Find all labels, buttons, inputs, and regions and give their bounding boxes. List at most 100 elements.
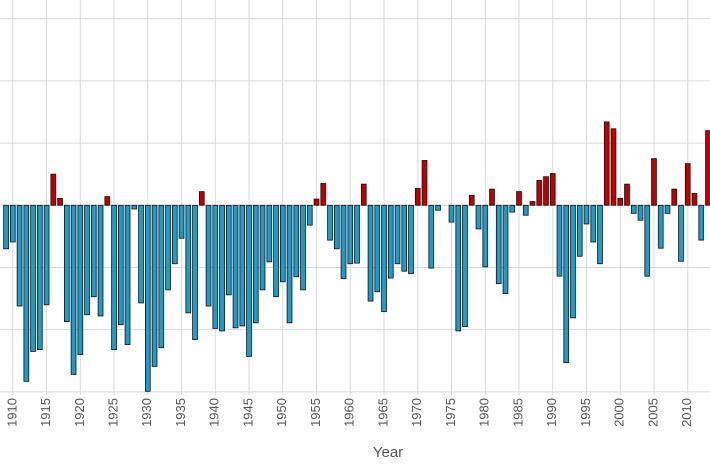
bar bbox=[131, 204, 138, 210]
bar bbox=[455, 204, 462, 332]
bars bbox=[3, 121, 710, 392]
bar bbox=[232, 204, 239, 329]
bar bbox=[475, 204, 482, 230]
x-tick-label: 1910 bbox=[4, 398, 19, 427]
x-tick-label: 1915 bbox=[38, 398, 53, 427]
bar bbox=[495, 204, 502, 285]
bar bbox=[43, 204, 50, 306]
bar bbox=[576, 204, 583, 257]
bar bbox=[367, 204, 374, 302]
bar bbox=[394, 204, 401, 265]
bar bbox=[536, 179, 543, 206]
x-axis-label: Year bbox=[373, 444, 403, 461]
bar bbox=[671, 188, 678, 206]
bar bbox=[590, 204, 597, 243]
bar bbox=[502, 204, 509, 295]
bar bbox=[428, 204, 435, 269]
x-tick-label: 1985 bbox=[510, 398, 525, 427]
x-tick-label: 1950 bbox=[274, 398, 289, 427]
x-tick-label: 1995 bbox=[578, 398, 593, 427]
bar bbox=[185, 204, 192, 314]
x-tick-label: 2000 bbox=[612, 398, 627, 427]
bar bbox=[516, 191, 522, 206]
bar bbox=[30, 204, 36, 352]
bar bbox=[300, 204, 306, 291]
bar bbox=[124, 204, 131, 346]
bar bbox=[563, 204, 570, 364]
bar bbox=[644, 204, 651, 277]
bar bbox=[610, 128, 617, 206]
x-tick-label: 1940 bbox=[207, 398, 222, 427]
bar bbox=[23, 204, 30, 382]
bar bbox=[435, 204, 441, 211]
bar bbox=[340, 204, 347, 280]
bar bbox=[556, 204, 563, 277]
bar bbox=[225, 204, 232, 296]
bar bbox=[239, 204, 246, 327]
bar bbox=[705, 130, 710, 206]
bar bbox=[293, 204, 300, 278]
bar bbox=[77, 204, 84, 355]
bar bbox=[360, 183, 367, 206]
bar bbox=[624, 183, 630, 206]
bar bbox=[212, 204, 219, 329]
x-tick-label: 2005 bbox=[645, 398, 660, 427]
bar bbox=[320, 183, 327, 206]
bar bbox=[252, 204, 259, 324]
x-tick-label: 1935 bbox=[173, 398, 188, 427]
bar bbox=[570, 204, 576, 319]
bar bbox=[104, 196, 111, 206]
bar bbox=[651, 158, 657, 206]
bar bbox=[57, 198, 63, 206]
x-tick-label: 1970 bbox=[409, 398, 424, 427]
bar bbox=[192, 204, 198, 341]
bar bbox=[273, 204, 279, 298]
x-tick-label: 1925 bbox=[105, 398, 120, 427]
bar bbox=[597, 204, 603, 265]
x-tick-label: 1960 bbox=[342, 398, 357, 427]
bar bbox=[205, 204, 212, 307]
bar bbox=[70, 204, 77, 375]
bar bbox=[219, 204, 225, 332]
bar bbox=[684, 163, 691, 206]
bar bbox=[36, 204, 43, 350]
bar bbox=[583, 204, 590, 225]
bar bbox=[637, 204, 644, 221]
bar bbox=[178, 204, 185, 239]
bar bbox=[9, 204, 16, 243]
bar bbox=[333, 204, 340, 250]
bar bbox=[171, 204, 178, 265]
bar bbox=[165, 204, 171, 291]
x-tick-label: 1920 bbox=[72, 398, 87, 427]
bar bbox=[327, 204, 333, 241]
bar bbox=[90, 204, 97, 298]
bar bbox=[151, 204, 158, 367]
bar bbox=[266, 204, 273, 263]
bar bbox=[117, 204, 124, 326]
bar bbox=[97, 204, 104, 317]
bar bbox=[462, 204, 468, 327]
x-tick-label: 1980 bbox=[477, 398, 492, 427]
bar bbox=[678, 204, 684, 262]
bar bbox=[482, 204, 489, 268]
bar bbox=[279, 204, 286, 283]
bar bbox=[63, 204, 70, 322]
bar bbox=[111, 204, 117, 350]
bar bbox=[509, 204, 516, 213]
bar bbox=[158, 204, 165, 349]
bar bbox=[408, 204, 414, 275]
bar bbox=[259, 204, 266, 291]
bar bbox=[543, 176, 549, 206]
bar bbox=[387, 204, 394, 279]
bar bbox=[3, 204, 9, 250]
x-tick-label: 2010 bbox=[679, 398, 694, 427]
bar bbox=[489, 188, 495, 206]
bar bbox=[468, 194, 475, 206]
bar bbox=[617, 198, 624, 206]
bar bbox=[522, 204, 529, 216]
x-tick-label: 1965 bbox=[375, 398, 390, 427]
bar bbox=[347, 204, 354, 265]
bar bbox=[198, 191, 205, 206]
bar bbox=[354, 204, 360, 264]
